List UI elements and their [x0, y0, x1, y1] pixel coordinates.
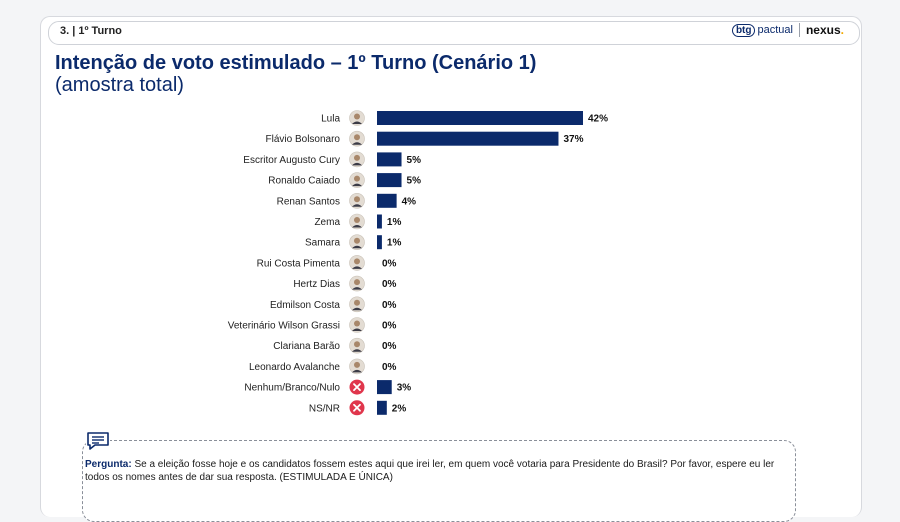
category-label: Hertz Dias [293, 279, 340, 290]
chart-title: Intenção de voto estimulado – 1º Turno (… [55, 52, 537, 74]
chart-row: Renan Santos 4% [277, 193, 417, 209]
value-label: 3% [397, 383, 412, 394]
section-label: 3. | 1º Turno [60, 25, 122, 37]
btg-logo-mark: btg [731, 23, 756, 37]
value-label: 0% [382, 362, 397, 373]
chart-row: Ronaldo Caiado 5% [268, 172, 422, 188]
category-label: Clariana Barão [273, 341, 340, 352]
candidate-avatar-icon [349, 110, 365, 126]
category-label: Ronaldo Caiado [268, 176, 340, 187]
value-label: 2% [392, 403, 407, 414]
candidate-avatar-icon [349, 130, 365, 147]
candidate-avatar-icon [349, 172, 365, 188]
chart-row: Veterinário Wilson Grassi 0% [228, 317, 397, 333]
slide-frame [40, 16, 862, 517]
candidate-avatar-icon [349, 234, 365, 250]
chart-row: Samara 1% [305, 234, 402, 250]
value-label: 5% [407, 155, 422, 166]
header-bar [48, 21, 860, 45]
bar-chart: Lula 42% Flávio Bolsonaro 37% Escritor Augus… [228, 110, 608, 416]
category-label: Renan Santos [277, 196, 340, 207]
nexus-logo-text: nexus [805, 23, 841, 37]
candidate-avatar-icon [349, 151, 365, 168]
category-label: Samara [305, 238, 340, 249]
nexus-logo-dot: . [840, 23, 844, 37]
category-label: Nenhum/Branco/Nulo [244, 383, 340, 394]
chart-row: Lula 42% [321, 110, 608, 126]
chart-row: Hertz Dias 0% [293, 275, 397, 292]
value-label: 1% [387, 217, 402, 228]
category-label: NS/NR [309, 403, 340, 414]
value-label: 0% [382, 321, 397, 332]
value-label: 5% [407, 176, 422, 187]
category-label: Escritor Augusto Cury [243, 155, 340, 166]
candidate-avatar-icon [349, 358, 365, 375]
chart-subtitle: (amostra total) [55, 74, 184, 96]
question-label: Pergunta: [85, 459, 132, 470]
chart-row: Flávio Bolsonaro 37% [266, 130, 584, 147]
category-label: Rui Costa Pimenta [257, 258, 341, 269]
btg-pactual-logo: btg pactual [731, 23, 793, 37]
value-label: 37% [563, 134, 583, 145]
chart-row: NS/NR 2% [309, 400, 407, 416]
x-circle-icon [349, 400, 365, 416]
candidate-avatar-icon [349, 213, 365, 230]
chart-row: Nenhum/Branco/Nulo 3% [244, 379, 412, 395]
bar [377, 235, 382, 250]
chat-icon [86, 431, 110, 451]
value-label: 4% [402, 196, 417, 207]
bar [377, 380, 392, 395]
candidate-avatar-icon [349, 255, 365, 271]
nexus-logo: nexus. [806, 23, 844, 37]
value-label: 0% [382, 258, 397, 269]
btg-logo-text: pactual [757, 24, 793, 36]
bar [377, 214, 382, 229]
bar [377, 193, 397, 208]
value-label: 0% [382, 300, 397, 311]
chart-row: Clariana Barão 0% [273, 337, 397, 354]
value-label: 0% [382, 279, 397, 290]
category-label: Zema [314, 217, 340, 228]
chart-row: Rui Costa Pimenta 0% [257, 255, 397, 271]
category-label: Veterinário Wilson Grassi [228, 321, 340, 332]
chart-row: Leonardo Avalanche 0% [249, 358, 397, 375]
question-body: Se a eleição fosse hoje e os candidatos … [85, 459, 775, 483]
chart-row: Edmilson Costa 0% [270, 296, 397, 313]
chart-row: Escritor Augusto Cury 5% [243, 151, 422, 168]
candidate-avatar-icon [349, 193, 365, 209]
category-label: Flávio Bolsonaro [266, 134, 341, 145]
category-label: Edmilson Costa [270, 300, 340, 311]
chart-row: Zema 1% [314, 213, 402, 230]
value-label: 0% [382, 341, 397, 352]
bar [377, 131, 559, 146]
bar [377, 111, 583, 125]
logo-divider [798, 23, 800, 37]
logos: btg pactual nexus. [731, 23, 844, 37]
value-label: 42% [588, 114, 608, 125]
category-label: Lula [321, 114, 340, 125]
value-label: 1% [387, 238, 402, 249]
bar [377, 173, 402, 188]
category-label: Leonardo Avalanche [249, 362, 340, 373]
candidate-avatar-icon [349, 275, 365, 292]
bar [377, 400, 387, 415]
question-text: Pergunta: Se a eleição fosse hoje e os c… [85, 458, 785, 484]
candidate-avatar-icon [349, 337, 365, 354]
candidate-avatar-icon [349, 317, 365, 333]
bar [377, 152, 402, 167]
x-circle-icon [349, 379, 365, 395]
candidate-avatar-icon [349, 296, 365, 313]
